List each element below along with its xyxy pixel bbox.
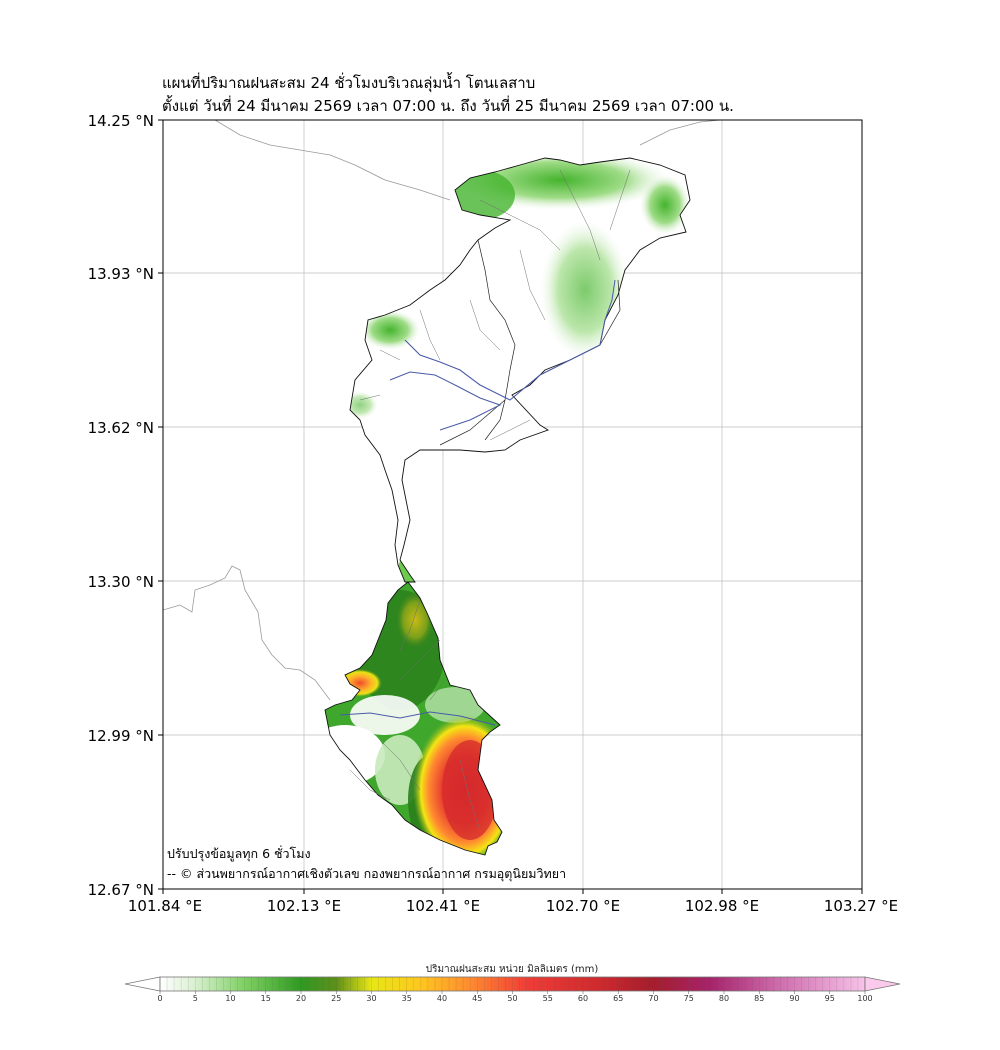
- colorbar-tick-label: 75: [683, 994, 694, 1003]
- colorbar-title: ปริมาณฝนสะสม หน่วย มิลลิเมตร (mm): [425, 964, 599, 975]
- lat-label-13-30: 13.30 °N: [87, 573, 154, 591]
- colorbar-tick-label: 15: [260, 994, 271, 1003]
- lat-label-13-93: 13.93 °N: [87, 265, 154, 283]
- lon-label-103-27: 103.27 °E: [823, 897, 899, 915]
- colorbar-tick-label: 65: [613, 994, 624, 1003]
- lat-label-12-99: 12.99 °N: [87, 727, 154, 745]
- colorbar-tick-label: 70: [648, 994, 659, 1003]
- lon-label-101-84: 101.84 °E: [127, 897, 203, 915]
- map-title: แผนที่ปริมาณฝนสะสม 24 ชั่วโมงบริเวณลุ่มน…: [162, 74, 536, 92]
- colorbar-tick-label: 10: [225, 994, 236, 1003]
- colorbar-tick-label: 0: [157, 994, 163, 1003]
- colorbar-tick-label: 100: [857, 994, 873, 1003]
- colorbar-tick-label: 90: [789, 994, 800, 1003]
- lon-label-102-41: 102.41 °E: [405, 897, 481, 915]
- colorbar-tick-label: 5: [192, 994, 198, 1003]
- lat-label-12-67: 12.67 °N: [87, 881, 154, 899]
- colorbar-tick-label: 85: [754, 994, 765, 1003]
- colorbar-tick-label: 40: [436, 994, 448, 1003]
- colorbar-tick-label: 60: [577, 994, 589, 1003]
- colorbar: [124, 976, 901, 994]
- colorbar-tick-label: 25: [331, 994, 342, 1003]
- credit-note: -- © ส่วนพยากรณ์อากาศเชิงตัวเลข กองพยากร…: [167, 866, 567, 881]
- colorbar-tick-label: 30: [366, 994, 377, 1003]
- lon-label-102-70: 102.70 °E: [545, 897, 621, 915]
- lon-label-102-98: 102.98 °E: [684, 897, 760, 915]
- colorbar-tick-label: 95: [824, 994, 835, 1003]
- colorbar-tick-label: 20: [295, 994, 307, 1003]
- colorbar-tick-label: 55: [542, 994, 553, 1003]
- update-note: ปรับปรุงข้อมูลทุก 6 ชั่วโมง: [167, 846, 311, 861]
- lat-label-13-62: 13.62 °N: [87, 419, 154, 437]
- colorbar-tick-label: 45: [472, 994, 483, 1003]
- lat-label-14-25: 14.25 °N: [87, 112, 154, 130]
- river-network: [339, 169, 631, 831]
- map-subtitle-period: ตั้งแต่ วันที่ 24 มีนาคม 2569 เวลา 07:00…: [162, 97, 734, 115]
- lon-label-102-13: 102.13 °E: [266, 897, 342, 915]
- colorbar-tick-label: 80: [718, 994, 730, 1003]
- colorbar-tick-label: 50: [507, 994, 518, 1003]
- country-border: [163, 120, 721, 701]
- colorbar-tick-label: 35: [401, 994, 412, 1003]
